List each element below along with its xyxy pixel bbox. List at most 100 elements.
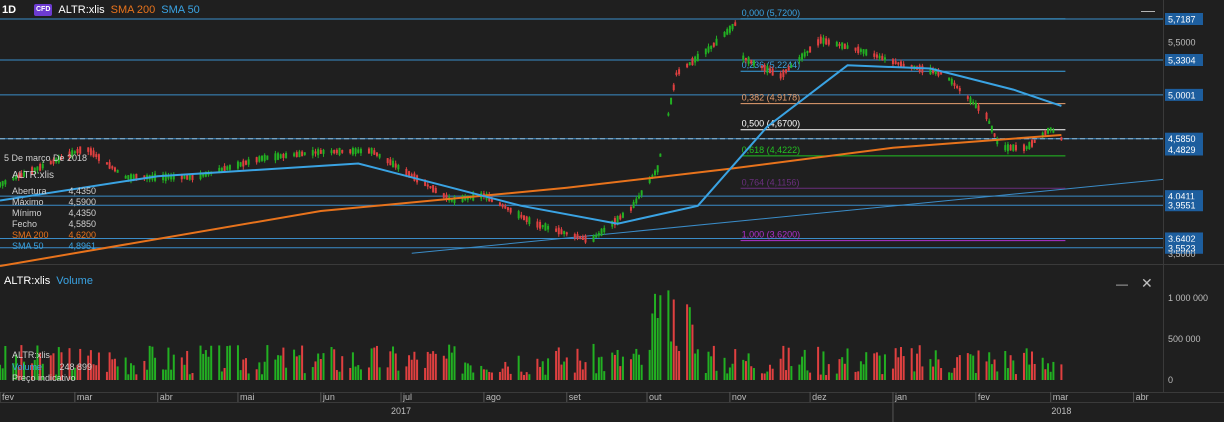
sma200-legend[interactable]: SMA 200 bbox=[110, 4, 156, 16]
candle-body bbox=[164, 173, 167, 181]
candle-body bbox=[595, 235, 598, 238]
candle-body bbox=[988, 120, 991, 124]
candle-body bbox=[798, 57, 801, 62]
tooltip-row: Mínimo 4,4350 bbox=[12, 208, 96, 218]
volume-bar bbox=[629, 359, 632, 380]
candle-body bbox=[359, 148, 362, 154]
volume-bar bbox=[12, 363, 15, 380]
minimize-icon[interactable]: — bbox=[1141, 2, 1155, 18]
candle-body bbox=[528, 217, 531, 225]
volume-bar bbox=[782, 345, 785, 380]
candle-body bbox=[367, 148, 370, 154]
candle-body bbox=[827, 39, 830, 45]
volume-bar bbox=[913, 371, 916, 380]
volume-bar bbox=[76, 365, 79, 380]
candle-body bbox=[897, 62, 900, 65]
tooltip-row: SMA 200 4,6200 bbox=[12, 230, 96, 240]
volume-bar bbox=[958, 355, 961, 380]
price-axis-label-box bbox=[1165, 54, 1203, 67]
candle-body bbox=[244, 160, 247, 165]
candle-body bbox=[723, 31, 726, 37]
symbol-label[interactable]: ALTR:xlis bbox=[58, 4, 105, 16]
volume-bar bbox=[124, 357, 127, 380]
volume-bar bbox=[670, 341, 673, 380]
candle-body bbox=[865, 49, 868, 56]
candle-body bbox=[881, 55, 884, 61]
minimize-volume-icon[interactable]: — bbox=[1116, 277, 1128, 291]
candle-body bbox=[579, 236, 582, 239]
candle-body bbox=[640, 190, 643, 196]
volume-bar bbox=[298, 355, 301, 380]
candle-body bbox=[616, 215, 619, 223]
timeframe-label[interactable]: 1D bbox=[2, 4, 17, 16]
candle-body bbox=[902, 63, 905, 67]
volume-bar bbox=[488, 371, 491, 380]
volume-bar bbox=[768, 364, 771, 380]
volume-bar bbox=[274, 359, 277, 380]
volume-bar bbox=[73, 367, 76, 380]
volume-bar bbox=[760, 373, 763, 380]
candle-body bbox=[752, 60, 755, 66]
candle-body bbox=[375, 152, 378, 156]
volume-bar bbox=[1004, 350, 1007, 380]
candle-body bbox=[68, 151, 71, 158]
volume-bar bbox=[541, 361, 544, 380]
volume-bar bbox=[1006, 368, 1009, 380]
volume-bar bbox=[127, 374, 130, 380]
candle-body bbox=[637, 195, 640, 199]
price-axis-label: 3,5000 bbox=[1168, 249, 1196, 259]
candle-body bbox=[301, 151, 304, 157]
volume-bar bbox=[988, 352, 991, 380]
volume-bar bbox=[506, 366, 509, 380]
volume-axis-label: 500 000 bbox=[1168, 334, 1201, 344]
candle-body bbox=[202, 173, 205, 177]
volume-bar bbox=[547, 358, 550, 380]
candle-body bbox=[73, 151, 76, 154]
candle-body bbox=[600, 228, 603, 236]
volume-bar bbox=[55, 374, 58, 380]
volume-title[interactable]: Volume bbox=[56, 275, 93, 287]
volume-bar bbox=[322, 353, 325, 380]
candle-body bbox=[557, 227, 560, 235]
volume-bar bbox=[359, 369, 362, 380]
volume-bar bbox=[712, 345, 715, 380]
volume-bar bbox=[592, 343, 595, 380]
volume-bar bbox=[929, 359, 932, 380]
candle-body bbox=[239, 162, 242, 167]
candle-body bbox=[298, 151, 301, 158]
volume-bar bbox=[285, 367, 288, 380]
volume-bar bbox=[148, 345, 151, 380]
sma50-legend[interactable]: SMA 50 bbox=[161, 4, 200, 16]
candle-body bbox=[763, 64, 766, 72]
volume-bar bbox=[715, 370, 718, 380]
candle-body bbox=[825, 38, 828, 45]
candle-body bbox=[405, 168, 408, 176]
close-icon[interactable]: ✕ bbox=[1141, 275, 1153, 291]
volume-bar bbox=[825, 375, 828, 380]
fib-level-label: 0,618 (4,4222) bbox=[742, 145, 801, 155]
volume-bar bbox=[314, 361, 317, 380]
candle-body bbox=[712, 42, 715, 47]
candle-body bbox=[127, 175, 130, 180]
candle-body bbox=[501, 204, 504, 208]
volume-bar bbox=[801, 356, 804, 380]
candle-body bbox=[710, 45, 713, 50]
volume-bar bbox=[424, 367, 427, 380]
volume-info-row: Volume 248 899 bbox=[12, 361, 92, 372]
candle-body bbox=[862, 49, 865, 54]
volume-bar bbox=[255, 369, 258, 380]
volume-bar bbox=[603, 371, 606, 380]
candle-body bbox=[597, 232, 600, 236]
candle-body bbox=[648, 178, 651, 183]
candle-body bbox=[432, 185, 435, 193]
volume-bar bbox=[520, 371, 523, 380]
volume-bar bbox=[595, 373, 598, 380]
candle-body bbox=[667, 113, 670, 116]
volume-bar bbox=[752, 368, 755, 380]
volume-bar bbox=[1009, 355, 1012, 380]
candle-body bbox=[632, 201, 635, 208]
volume-bar bbox=[375, 345, 378, 380]
candle-body bbox=[565, 232, 568, 235]
candle-body bbox=[803, 52, 806, 57]
price-axis-label: 4,4829 bbox=[1168, 145, 1196, 155]
